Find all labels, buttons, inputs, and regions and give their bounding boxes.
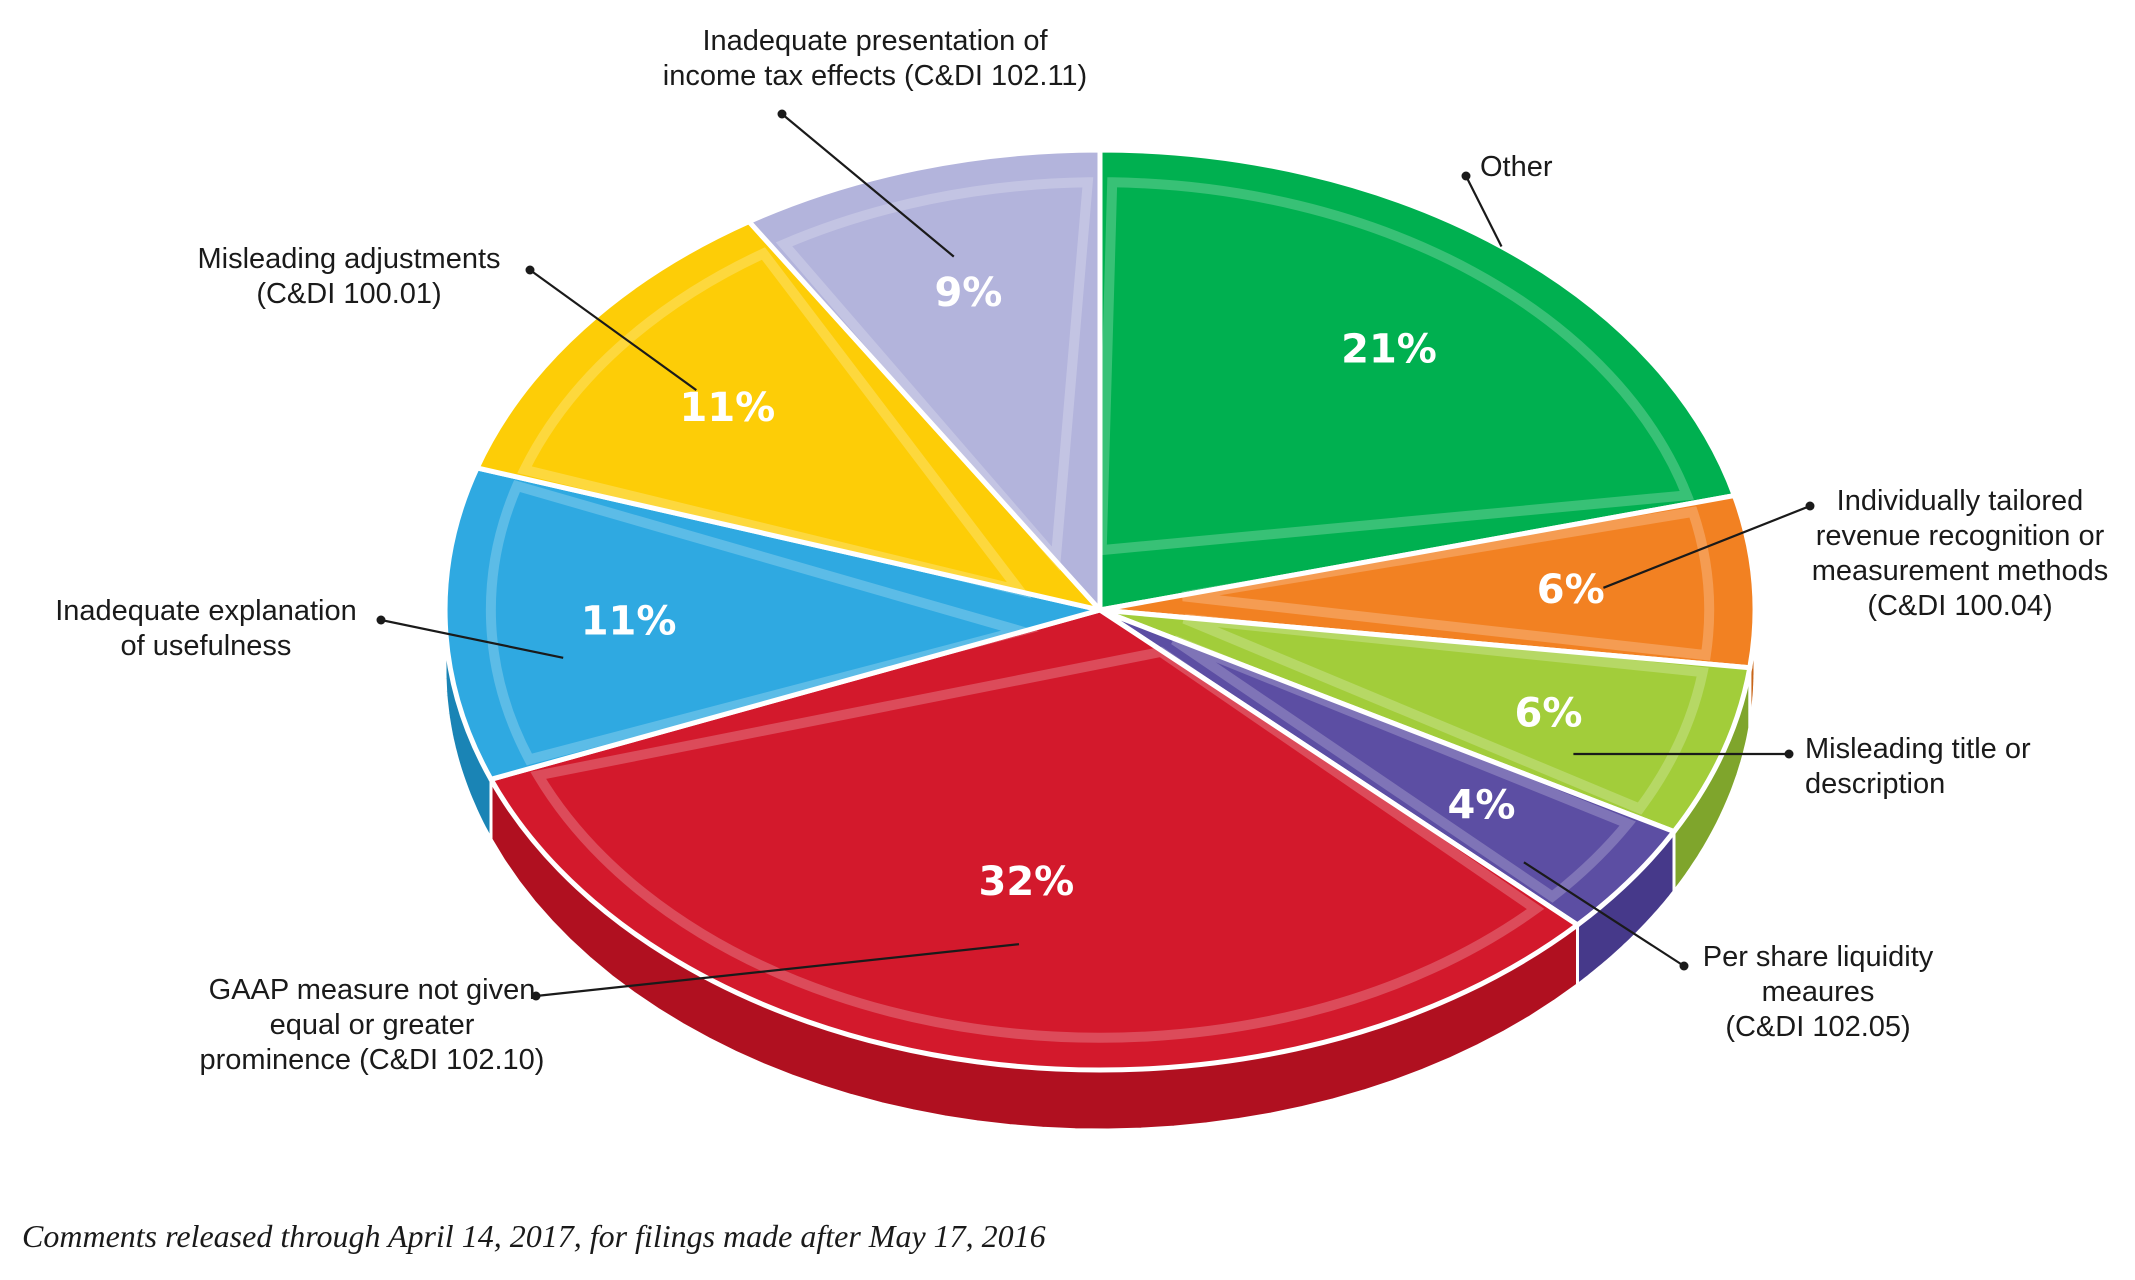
pie-slice-misleading-title-or-description bbox=[1097, 607, 1753, 835]
slice-label-line: income tax effects (C&DI 102.11) bbox=[663, 60, 1087, 92]
slice-label-misleading-title-or-description: Misleading title or description bbox=[1805, 733, 2031, 800]
leader-dot bbox=[376, 615, 386, 625]
leader-line-inadequate-explanation-of-usefulness bbox=[380, 618, 564, 659]
value-label-misleading-adjustments-c-di-100-01: 11% bbox=[680, 385, 776, 431]
value-label-other: 21% bbox=[1341, 326, 1437, 372]
slice-label-line: GAAP measure not given bbox=[209, 974, 536, 1006]
slice-label-line: Inadequate presentation of bbox=[702, 25, 1048, 57]
leader-line-gaap-measure-not-given-equal-or-greater- bbox=[535, 943, 1020, 998]
leader-line-individually-tailored-revenue-recognitio bbox=[1602, 504, 1811, 589]
value-label-inadequate-presentation-of-income-tax-ef: 9% bbox=[934, 270, 1002, 316]
slice-label-individually-tailored-revenue-recognitio: Individually tailored revenue recognition… bbox=[1812, 485, 2109, 622]
leader-dot bbox=[1805, 501, 1815, 511]
slice-label-line: description bbox=[1805, 768, 1945, 800]
value-label-per-share-liquidity-meaures-c-di-102-05: 4% bbox=[1448, 783, 1516, 829]
pie-slice-bevel bbox=[517, 247, 1032, 599]
slice-label-line: (C&DI 100.04) bbox=[1867, 590, 2052, 622]
pie-slice-bevel bbox=[1171, 635, 1636, 903]
slice-label-line: (C&DI 100.01) bbox=[256, 278, 441, 310]
slice-label-line: Misleading adjustments bbox=[197, 243, 500, 275]
slice-label-other: Other bbox=[1480, 151, 1553, 183]
slice-label-line: equal or greater bbox=[270, 1009, 475, 1041]
slice-label-line: measurement methods bbox=[1812, 555, 2109, 587]
pie-slice-inadequate-presentation-of-income-tax-ef bbox=[746, 147, 1103, 613]
value-label-misleading-title-or-description: 6% bbox=[1515, 690, 1583, 736]
pie-top-layer bbox=[442, 147, 1758, 1073]
leader-line-other bbox=[1465, 175, 1503, 247]
leader-lines bbox=[376, 109, 1815, 1001]
leader-line-per-share-liquidity-meaures-c-di-102-05 bbox=[1523, 861, 1685, 967]
slice-label-line: Inadequate explanation bbox=[55, 595, 357, 627]
leader-dot bbox=[1679, 961, 1689, 971]
leader-line-inadequate-presentation-of-income-tax-ef bbox=[781, 113, 955, 258]
leader-dot bbox=[525, 265, 535, 275]
slice-label-line: Misleading title or bbox=[1805, 733, 2031, 765]
pie-slice-inadequate-explanation-of-usefulness bbox=[442, 465, 1103, 782]
leader-dot bbox=[777, 109, 787, 119]
pie-slice-misleading-adjustments-c-di-100-01 bbox=[474, 219, 1103, 613]
slice-label-line: Other bbox=[1480, 151, 1553, 183]
pie-slice-gaap-measure-not-given-equal-or-greater- bbox=[488, 607, 1580, 1073]
slice-label-line: Per share liquidity bbox=[1703, 941, 1934, 973]
slice-label-line: of usefulness bbox=[121, 630, 292, 662]
leader-dot bbox=[531, 991, 541, 1001]
chart-caption: Comments released through April 14, 2017… bbox=[22, 1218, 1046, 1254]
slice-label-line: (C&DI 102.05) bbox=[1725, 1011, 1910, 1043]
pie-slice-bevel bbox=[1096, 177, 1695, 556]
value-label-individually-tailored-revenue-recognitio: 6% bbox=[1537, 567, 1605, 613]
leader-line-misleading-adjustments-c-di-100-01 bbox=[529, 269, 697, 391]
pie-slice-individually-tailored-revenue-recognitio bbox=[1097, 493, 1758, 671]
value-label-gaap-measure-not-given-equal-or-greater-: 32% bbox=[979, 859, 1075, 905]
pie-slice-other bbox=[1097, 147, 1737, 613]
slice-label-inadequate-explanation-of-usefulness: Inadequate explanation of usefulness bbox=[55, 595, 357, 662]
pie-slice-bevel bbox=[485, 479, 1039, 766]
slice-label-line: prominence (C&DI 102.10) bbox=[200, 1044, 545, 1076]
pie-slice-bevel bbox=[530, 646, 1545, 1043]
pie-slice-bevel bbox=[775, 177, 1094, 572]
slice-label-misleading-adjustments-c-di-100-01: Misleading adjustments (C&DI 100.01) bbox=[197, 243, 500, 310]
leader-dot bbox=[1461, 171, 1471, 181]
slice-label-line: Individually tailored bbox=[1837, 485, 2084, 517]
slice-label-line: revenue recognition or bbox=[1816, 520, 2105, 552]
leader-dot bbox=[1784, 749, 1794, 759]
slice-label-inadequate-presentation-of-income-tax-ef: Inadequate presentation of income tax eff… bbox=[663, 25, 1087, 92]
slice-label-line: meaures bbox=[1762, 976, 1875, 1008]
slice-labels: Other Individually tailored revenue recogn… bbox=[55, 25, 2108, 1076]
pie-slice-bevel bbox=[1182, 613, 1709, 815]
slice-label-per-share-liquidity-meaures-c-di-102-05: Per share liquidity meaures (C&DI 102.05) bbox=[1703, 941, 1934, 1043]
slice-label-gaap-measure-not-given-equal-or-greater-: GAAP measure not given equal or greater pr… bbox=[200, 974, 545, 1076]
pie-slice-bevel bbox=[1182, 506, 1715, 661]
value-label-inadequate-explanation-of-usefulness: 11% bbox=[581, 598, 677, 644]
percent-labels: 21% 6% 6% 4% 32% 11% 11% 9% bbox=[581, 270, 1605, 905]
